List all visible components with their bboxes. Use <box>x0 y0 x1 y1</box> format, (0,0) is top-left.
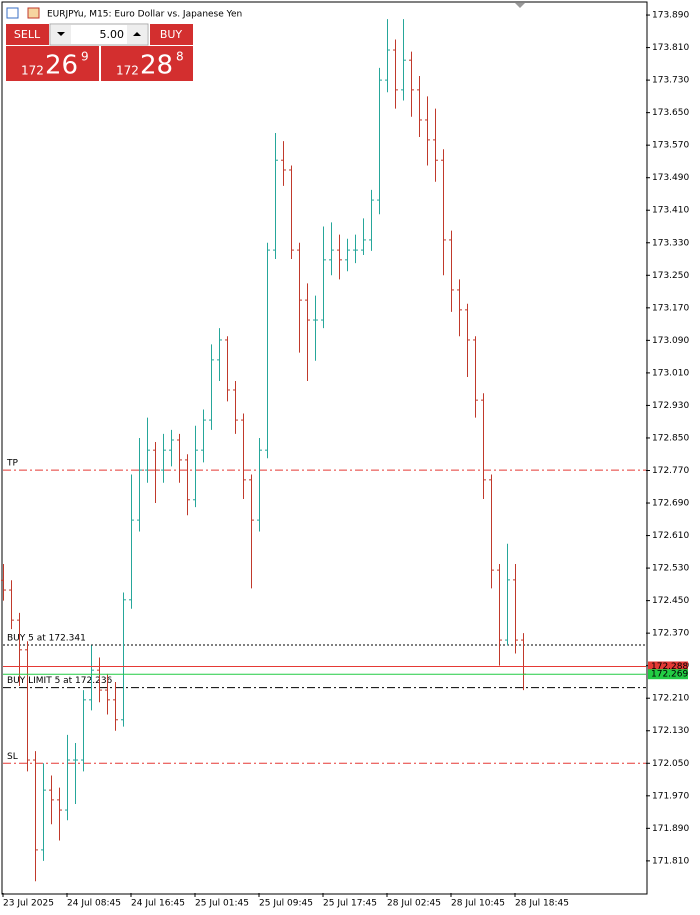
bid-prefix: 172 <box>21 64 44 78</box>
y-tick-label: 173.090 <box>652 336 689 346</box>
y-tick-label: 172.530 <box>652 564 689 574</box>
buy-label: BUY <box>160 28 183 41</box>
sell-button[interactable] <box>6 24 49 45</box>
y-tick-label: 173.570 <box>652 141 689 151</box>
y-tick-label: 172.450 <box>652 596 689 606</box>
order-label: BUY 5 at 172.341 <box>7 633 86 643</box>
price-box <box>648 669 688 680</box>
y-tick-label: 173.010 <box>652 368 689 378</box>
ask-box[interactable] <box>101 46 193 81</box>
y-tick-label: 172.930 <box>652 401 689 411</box>
ask-suffix: 8 <box>176 50 184 64</box>
bid-box[interactable] <box>6 46 99 81</box>
y-tick-label: 172.130 <box>652 726 689 736</box>
y-tick-label: 173.410 <box>652 206 689 216</box>
chart-header: EURJPYu, M15: Euro Dollar vs. Japanese Y… <box>47 10 242 20</box>
y-tick-label: 173.890 <box>652 11 689 21</box>
down-arrow <box>57 32 65 36</box>
sell-label: SELL <box>14 28 41 41</box>
y-tick-label: 173.170 <box>652 303 689 313</box>
x-tick-label: 25 Jul 01:45 <box>195 899 249 909</box>
y-tick-label: 171.970 <box>652 791 689 801</box>
y-tick-label: 172.050 <box>652 759 689 769</box>
y-tick-label: 172.210 <box>652 694 689 704</box>
x-tick-label: 25 Jul 09:45 <box>259 899 313 909</box>
order-label: TP <box>6 459 18 469</box>
y-tick-label: 172.690 <box>652 499 689 509</box>
shift-marker <box>515 3 525 8</box>
y-tick-label: 173.650 <box>652 108 689 118</box>
bid-main: 26 <box>45 51 78 81</box>
plot-frame <box>1 1 648 895</box>
x-tick-label: 28 Jul 02:45 <box>387 899 441 909</box>
y-tick-label: 173.490 <box>652 173 689 183</box>
trade-panel: SELL 5.00 BUY 172 26 9 172 28 8 <box>6 23 193 81</box>
y-tick-label: 172.610 <box>652 531 689 541</box>
x-tick-label: 28 Jul 10:45 <box>451 899 505 909</box>
price-label: 172.288 <box>651 662 688 672</box>
bid-suffix: 9 <box>81 50 89 64</box>
x-tick-label: 24 Jul 16:45 <box>131 899 185 909</box>
buy-button[interactable] <box>150 24 193 45</box>
volume-box[interactable] <box>49 23 149 46</box>
symbol-icon[interactable] <box>27 7 40 19</box>
y-tick-label: 172.770 <box>652 466 689 476</box>
y-tick-label: 173.810 <box>652 43 689 53</box>
y-tick-label: 172.850 <box>652 433 689 443</box>
order-label: BUY LIMIT 5 at 172.236 <box>7 676 113 686</box>
price-box <box>648 661 688 672</box>
x-tick-label: 23 Jul 2025 <box>3 899 54 909</box>
y-tick-label: 171.890 <box>652 824 689 834</box>
x-tick-label: 28 Jul 18:45 <box>515 899 569 909</box>
y-tick-label: 171.810 <box>652 856 689 866</box>
ask-main: 28 <box>140 51 173 81</box>
x-tick-label: 25 Jul 17:45 <box>323 899 377 909</box>
y-tick-label: 173.730 <box>652 76 689 86</box>
ask-prefix: 172 <box>116 64 139 78</box>
price-label: 172.269 <box>651 670 688 680</box>
x-tick-label: 24 Jul 08:45 <box>67 899 121 909</box>
volume-value[interactable]: 5.00 <box>100 28 125 41</box>
up-arrow <box>133 32 141 36</box>
y-tick-label: 173.250 <box>652 271 689 281</box>
y-tick-label: 172.370 <box>652 629 689 639</box>
y-tick-label: 173.330 <box>652 238 689 248</box>
menu-icon[interactable] <box>6 7 19 19</box>
order-label: SL <box>7 752 18 762</box>
